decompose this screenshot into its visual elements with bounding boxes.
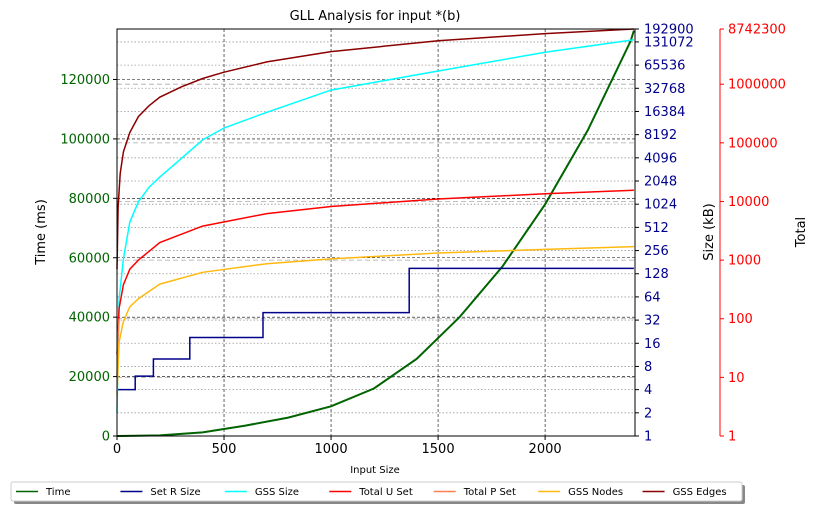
legend-label: Total P Set bbox=[463, 487, 516, 498]
size-tick-label: 512 bbox=[644, 221, 669, 236]
plot-frame bbox=[116, 28, 636, 437]
x-axis-label: Input Size bbox=[350, 465, 400, 476]
size-axis-label: Size (kB) bbox=[702, 203, 717, 260]
time-tick-label: 100000 bbox=[60, 132, 110, 147]
legend-box bbox=[10, 481, 743, 502]
size-tick-label: 256 bbox=[644, 244, 669, 259]
series-line-gss-size bbox=[116, 38, 635, 413]
size-tick-label: 32768 bbox=[644, 82, 685, 97]
size-tick-label: 1024 bbox=[644, 198, 677, 213]
size-tick-label: 8192 bbox=[644, 128, 677, 143]
series-line-gss-edges bbox=[116, 28, 634, 270]
x-tick-label: 2000 bbox=[529, 442, 562, 457]
x-tick-label: 1000 bbox=[315, 442, 348, 457]
total-tick-label: 10000 bbox=[728, 195, 769, 210]
legend-label: Total U Set bbox=[358, 487, 413, 498]
series-line-time bbox=[116, 30, 635, 437]
size-tick-label: 192900 bbox=[644, 23, 694, 38]
series-line-total-u-set bbox=[116, 189, 634, 355]
axes-layer: 0 500 1000 1500 2000020000400006000080000100… bbox=[60, 23, 786, 458]
legend: Time Set R Size GSS Size Total U Set Total P… bbox=[10, 481, 745, 504]
time-tick-label: 60000 bbox=[69, 251, 110, 266]
series-line-set-r-size bbox=[117, 267, 634, 391]
size-tick-label: 2048 bbox=[644, 175, 677, 190]
legend-label: Time bbox=[45, 487, 70, 498]
total-tick-label: 100 bbox=[728, 312, 753, 327]
x-tick-label: 1500 bbox=[422, 442, 455, 457]
time-tick-label: 20000 bbox=[69, 370, 110, 385]
size-tick-label: 1 bbox=[644, 430, 652, 445]
x-tick-label: 500 bbox=[212, 442, 237, 457]
size-tick-label: 128 bbox=[644, 267, 669, 282]
time-tick-label: 80000 bbox=[69, 192, 110, 207]
size-tick-label: 65536 bbox=[644, 59, 685, 74]
chart-title: GLL Analysis for input *(b) bbox=[290, 9, 461, 24]
legend-label: GSS Size bbox=[255, 487, 299, 498]
time-tick-label: 120000 bbox=[60, 73, 110, 88]
total-tick-label: 10 bbox=[728, 371, 745, 386]
size-tick-label: 8 bbox=[644, 360, 652, 375]
size-tick-label: 4096 bbox=[644, 151, 677, 166]
size-tick-label: 2 bbox=[644, 406, 652, 421]
legend-label: GSS Edges bbox=[673, 487, 727, 498]
series-layer bbox=[116, 28, 635, 437]
size-tick-label: 4 bbox=[644, 383, 652, 398]
size-tick-label: 32 bbox=[644, 314, 661, 329]
total-tick-label: 1 bbox=[728, 430, 736, 445]
legend-label: GSS Nodes bbox=[568, 487, 623, 498]
total-tick-label: 100000 bbox=[728, 136, 778, 151]
total-tick-label: 8742300 bbox=[728, 23, 786, 38]
series-line-gss-nodes bbox=[116, 245, 634, 396]
time-tick-label: 0 bbox=[102, 430, 110, 445]
size-tick-label: 64 bbox=[644, 290, 661, 305]
size-tick-label: 16384 bbox=[644, 105, 685, 120]
total-axis-label: Total bbox=[794, 217, 809, 248]
total-tick-label: 1000000 bbox=[728, 78, 786, 93]
x-tick-label: 0 bbox=[113, 442, 121, 457]
size-tick-label: 131072 bbox=[644, 35, 694, 50]
total-tick-label: 1000 bbox=[728, 254, 761, 269]
time-tick-label: 40000 bbox=[69, 311, 110, 326]
time-axis-label: Time (ms) bbox=[34, 199, 49, 266]
size-tick-label: 16 bbox=[644, 337, 661, 352]
grid-layer bbox=[116, 28, 635, 437]
legend-label: Set R Size bbox=[150, 487, 200, 498]
